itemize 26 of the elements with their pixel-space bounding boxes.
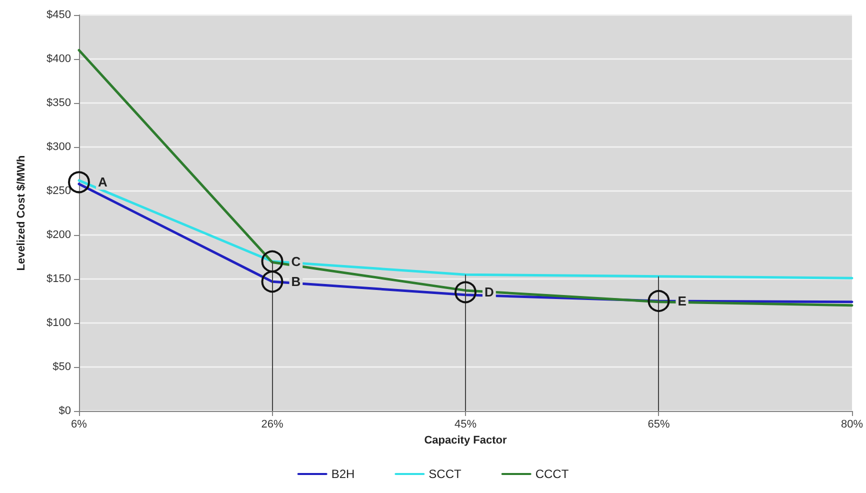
y-tick-label: $400 xyxy=(46,53,71,65)
x-tick-label: 65% xyxy=(648,418,670,430)
y-tick-label: $450 xyxy=(46,9,71,21)
annotation: A xyxy=(98,174,108,190)
legend-label: SCCT xyxy=(428,467,462,481)
legend-label: B2H xyxy=(331,467,355,481)
y-tick-label: $200 xyxy=(46,229,71,241)
y-tick-label: $100 xyxy=(46,317,71,329)
y-tick-label: $300 xyxy=(46,141,71,153)
y-axis-title: Levelized Cost $/MWh xyxy=(16,154,28,271)
annotation: C xyxy=(291,254,302,269)
annotation: E xyxy=(678,294,687,308)
y-tick-label: $0 xyxy=(58,405,71,417)
y-tick-label: $350 xyxy=(46,97,71,109)
x-tick-label: 6% xyxy=(71,418,88,430)
x-tick-label: 45% xyxy=(454,418,477,430)
y-tick-label: $150 xyxy=(46,273,71,285)
x-tick-label: 26% xyxy=(261,418,284,430)
annotation: D xyxy=(484,284,494,300)
annotation: B xyxy=(291,274,301,290)
x-axis-title: Capacity Factor xyxy=(424,434,508,446)
x-tick-label: 80% xyxy=(840,418,864,430)
y-tick-label: $250 xyxy=(46,185,71,197)
legend-label: CCCT xyxy=(535,467,570,481)
line-series xyxy=(78,48,854,307)
y-tick-label: $50 xyxy=(52,361,71,373)
